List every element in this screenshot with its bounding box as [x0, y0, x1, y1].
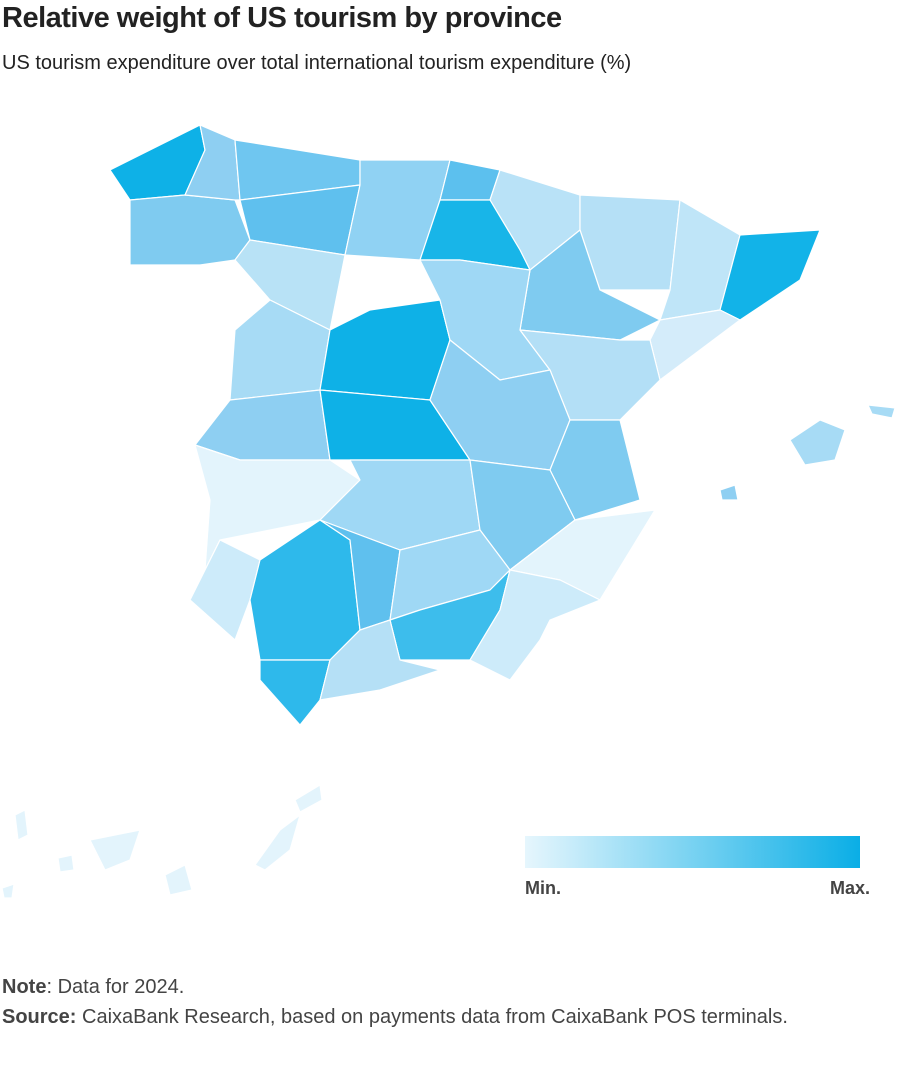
note: Note: Data for 2024. [2, 972, 882, 1002]
island [89, 829, 141, 871]
island [719, 484, 739, 501]
province [649, 309, 741, 381]
note-label: Note [2, 976, 47, 998]
province [319, 299, 451, 401]
title: Relative weight of US tourism by provinc… [2, 2, 562, 34]
source: Source: CaixaBank Research, based on pay… [2, 1002, 882, 1032]
province [319, 619, 441, 701]
island [164, 864, 193, 896]
province [719, 229, 821, 321]
subtitle: US tourism expenditure over total intern… [2, 52, 632, 74]
island [867, 404, 896, 419]
legend-max: Max. [830, 878, 870, 898]
province [194, 389, 331, 461]
island [254, 814, 301, 871]
footnotes: Note: Data for 2024. Source: CaixaBank R… [2, 972, 882, 1032]
province [249, 519, 361, 661]
source-text: CaixaBank Research, based on payments da… [76, 1006, 788, 1028]
map: Min. Max. [1, 124, 896, 899]
province [129, 194, 251, 266]
provinces [1, 124, 896, 899]
island [14, 809, 29, 841]
province [234, 239, 346, 331]
province [549, 419, 641, 521]
island [294, 784, 323, 813]
island [57, 854, 75, 873]
province [439, 159, 501, 201]
island [789, 419, 846, 466]
province [469, 569, 601, 681]
province [189, 539, 261, 641]
color-scale [525, 836, 860, 868]
province [259, 659, 331, 726]
province [579, 194, 681, 291]
note-text: : Data for 2024. [46, 976, 185, 998]
source-label: Source: [2, 1006, 77, 1028]
island [1, 883, 15, 899]
legend-min: Min. [525, 878, 561, 898]
